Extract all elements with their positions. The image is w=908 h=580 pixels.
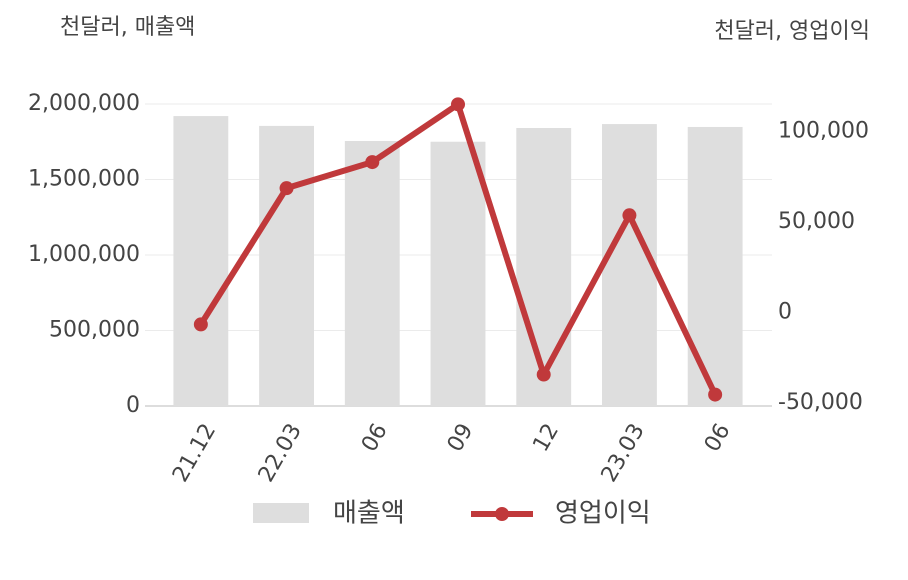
bar [259, 125, 314, 407]
x-tick-label: 06 [357, 420, 393, 457]
point [193, 317, 208, 332]
y2-tick-label: -50,000 [778, 390, 863, 415]
y2-tick-label: 50,000 [778, 209, 855, 234]
y2-tick-label: 0 [778, 299, 792, 324]
bar [687, 126, 743, 407]
x-tick-label: 09 [443, 420, 479, 457]
y-tick-label: 500,000 [49, 318, 140, 343]
y-tick-label: 0 [126, 393, 140, 418]
point [708, 387, 723, 402]
y2-tick-label: 100,000 [778, 119, 869, 144]
legend-label: 영업이익 [555, 499, 651, 529]
point [451, 97, 465, 112]
point [365, 155, 380, 170]
y-tick-label: 2,000,000 [28, 91, 140, 116]
bar [516, 128, 572, 406]
legend-swatch [495, 507, 509, 521]
bar [602, 124, 657, 406]
y2-axis-title: 천달러, 영업이익 [714, 19, 870, 44]
bar [344, 140, 400, 406]
x-tick-label: 22.03 [254, 420, 307, 487]
y-axis-title: 천달러, 매출액 [60, 15, 195, 40]
x-tick-label: 21.12 [168, 420, 221, 487]
x-tick-label: 12 [528, 420, 564, 457]
x-tick-label: 23.03 [597, 420, 650, 487]
bar [430, 141, 486, 406]
y-tick-label: 1,000,000 [28, 242, 140, 267]
y-tick-label: 1,500,000 [28, 167, 140, 192]
point [622, 208, 637, 223]
point [279, 181, 294, 196]
x-tick-label: 06 [700, 420, 736, 457]
legend-swatch [253, 503, 309, 523]
point [536, 367, 551, 382]
bar [173, 116, 229, 406]
legend-label: 매출액 [333, 499, 405, 529]
